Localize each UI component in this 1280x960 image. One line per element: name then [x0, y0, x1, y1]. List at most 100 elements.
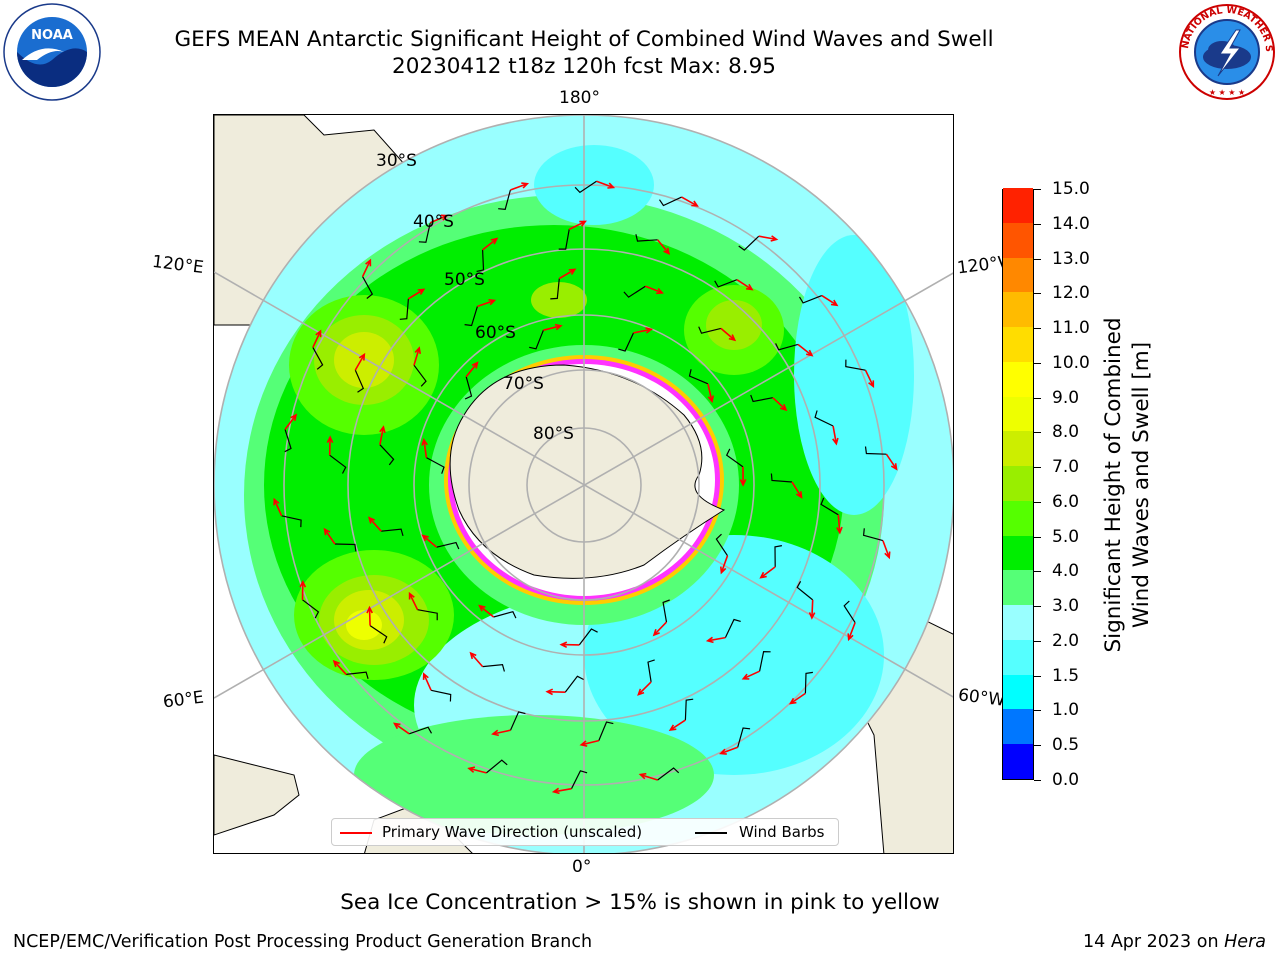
- colorbar-tick: [1034, 640, 1041, 642]
- wind-barb: [737, 727, 751, 748]
- wave-direction-arrow: [478, 604, 495, 618]
- wind-barb: [476, 249, 485, 272]
- wave-direction-arrow: [772, 397, 788, 412]
- wind-barb: [464, 376, 473, 400]
- wind-barb: [574, 180, 597, 194]
- wind-barb: [843, 600, 856, 623]
- colorbar-tick-label: 2.0: [1052, 630, 1080, 651]
- colorbar-tick: [1034, 189, 1041, 190]
- wave-direction-arrow: [367, 516, 382, 532]
- wave-direction-arrow: [668, 719, 686, 732]
- lat-label-80s: 80°S: [533, 424, 574, 444]
- wave-direction-arrow: [354, 352, 366, 371]
- graticule: [214, 115, 953, 853]
- wind-barb: [493, 610, 517, 619]
- lon-label-180: 180°: [559, 88, 600, 108]
- wind-barb: [362, 276, 374, 299]
- lat-label-60s: 60°S: [475, 323, 516, 343]
- wind-barb: [714, 279, 738, 288]
- wind-barb: [312, 347, 324, 370]
- wind-barb: [688, 369, 709, 385]
- wave-direction-arrow: [758, 235, 779, 242]
- vector-layer: [273, 180, 898, 795]
- wind-barb: [659, 196, 682, 207]
- wave-direction-arrow: [736, 279, 754, 291]
- wave-direction-arrow: [707, 383, 715, 404]
- wind-barb: [774, 545, 783, 567]
- wave-direction-arrow: [681, 196, 699, 207]
- colorbar-tick: [1034, 675, 1041, 677]
- colorbar-tick: [1034, 571, 1041, 573]
- chart-title: GEFS MEAN Antarctic Significant Height o…: [174, 27, 994, 52]
- wave-direction-arrow: [656, 239, 671, 256]
- colorbar-segment: [1003, 743, 1033, 779]
- wind-barb: [482, 664, 505, 672]
- colorbar-tick-label: 5.0: [1052, 526, 1080, 547]
- lon-label-120e: 120°E: [150, 251, 205, 279]
- wind-barb: [379, 444, 395, 466]
- wind-barb: [334, 543, 357, 552]
- colorbar-tick-label: 7.0: [1052, 457, 1080, 478]
- lon-label-60e: 60°E: [161, 687, 205, 713]
- colorbar-tick-label: 8.0: [1052, 422, 1080, 443]
- wave-direction-arrow: [407, 288, 426, 300]
- wind-barb: [430, 689, 452, 702]
- wave-direction-arrow: [465, 361, 479, 378]
- colorbar-tick-label: 1.5: [1052, 665, 1080, 686]
- colorbar-tick-label: 0.0: [1052, 770, 1080, 790]
- colorbar-tick: [1034, 432, 1041, 434]
- colorbar-tick-label: 14.0: [1052, 213, 1090, 234]
- wind-barb: [804, 671, 813, 694]
- noaa-logo-icon: NOAA: [2, 2, 102, 102]
- wind-barb: [623, 285, 646, 298]
- wind-barb: [598, 721, 614, 741]
- wave-height-field: [214, 115, 953, 853]
- colorbar-tick: [1034, 293, 1041, 295]
- wave-direction-arrow: [366, 605, 374, 626]
- wave-direction-arrow: [739, 466, 747, 487]
- wind-barb: [369, 625, 388, 644]
- credit-date: 14 Apr 2023 on Hera: [1082, 932, 1266, 952]
- wind-barb: [647, 659, 655, 682]
- wind-barb: [684, 698, 694, 721]
- lat-label-50s: 50°S: [444, 270, 485, 290]
- colorbar-tick-label: 15.0: [1052, 179, 1090, 199]
- wave-direction-arrow: [797, 343, 814, 357]
- legend-wind-barbs-swatch: [695, 832, 727, 834]
- legend-wind-barbs-label: Wind Barbs: [739, 823, 825, 841]
- wind-barb: [820, 497, 839, 516]
- colorbar-tick: [1034, 328, 1041, 330]
- wind-barb: [759, 650, 771, 672]
- wind-barb: [657, 767, 680, 781]
- colorbar-segment: [1003, 465, 1033, 501]
- wind-barb: [796, 581, 814, 601]
- svg-text:NOAA: NOAA: [31, 28, 73, 43]
- wind-barb: [558, 229, 570, 250]
- wave-direction-arrow: [299, 579, 307, 600]
- wind-barb: [436, 541, 460, 550]
- colorbar-tick-label: 10.0: [1052, 352, 1090, 373]
- wave-direction-arrow: [808, 599, 816, 620]
- colorbar-tick: [1034, 223, 1041, 225]
- wind-barb: [399, 298, 409, 320]
- lat-label-70s: 70°S: [503, 374, 544, 394]
- wind-barb: [750, 394, 773, 403]
- wind-barb: [862, 528, 884, 542]
- wave-direction-arrow: [559, 641, 580, 649]
- wave-direction-arrow: [719, 746, 738, 755]
- wind-barb: [281, 515, 302, 528]
- colorbar-tick: [1034, 780, 1041, 781]
- colorbar-tick-label: 6.0: [1052, 491, 1080, 512]
- wave-direction-arrow: [637, 681, 652, 696]
- colorbar-tick: [1034, 745, 1041, 747]
- wind-barb: [346, 671, 369, 679]
- wind-barb: [464, 306, 478, 327]
- colorbar-tick-label: 13.0: [1052, 248, 1090, 269]
- colorbar-tick: [1034, 710, 1041, 712]
- wind-barb: [426, 457, 445, 474]
- wind-barb: [329, 454, 347, 474]
- wind-barb: [354, 369, 365, 393]
- wave-direction-arrow: [429, 214, 449, 224]
- legend-wave-direction-label: Primary Wave Direction (unscaled): [382, 823, 643, 841]
- colorbar-tick: [1034, 536, 1041, 538]
